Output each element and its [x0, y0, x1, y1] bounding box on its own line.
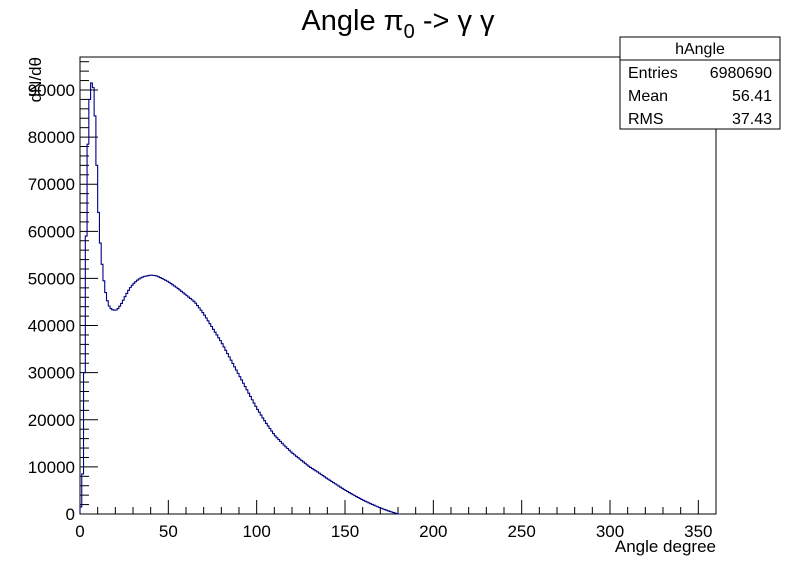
y-tick-label: 40000 — [28, 317, 75, 336]
x-tick-label: 250 — [507, 522, 535, 541]
y-tick-label: 10000 — [28, 458, 75, 477]
stats-label-entries: Entries — [628, 65, 678, 82]
x-tick-label: 0 — [75, 522, 84, 541]
x-tick-label: 100 — [242, 522, 270, 541]
x-tick-label: 150 — [331, 522, 359, 541]
y-tick-label: 20000 — [28, 411, 75, 430]
y-tick-label: 90000 — [28, 81, 75, 100]
y-tick-label: 50000 — [28, 269, 75, 288]
histogram-line — [79, 82, 400, 515]
y-tick-label: 60000 — [28, 222, 75, 241]
stats-title: hAngle — [675, 41, 725, 58]
y-tick-label: 70000 — [28, 175, 75, 194]
x-axis-ticks: 0 50 100 150 200 250 300 350 — [75, 500, 717, 541]
stats-box: hAngle Entries 6980690 Mean 56.41 RMS 37… — [619, 36, 781, 130]
stats-value-entries: 6980690 — [710, 65, 772, 82]
title-rest: -> γ γ — [415, 5, 495, 37]
x-tick-label: 200 — [419, 522, 447, 541]
x-axis-label: Angle degree — [615, 537, 716, 556]
chart-title: Angle π0 -> γ γ — [301, 5, 495, 43]
y-tick-label: 30000 — [28, 364, 75, 383]
x-tick-label: 350 — [684, 522, 712, 541]
stats-value-rms: 37.43 — [732, 111, 772, 128]
stats-value-mean: 56.41 — [732, 88, 772, 105]
y-tick-label: 80000 — [28, 128, 75, 147]
title-main: Angle π — [301, 5, 403, 37]
y-tick-label: 0 — [66, 505, 75, 524]
title-subscript: 0 — [404, 21, 415, 43]
y-axis-label: dN/dθ — [26, 57, 45, 102]
x-tick-label: 300 — [596, 522, 624, 541]
stats-label-mean: Mean — [628, 88, 668, 105]
y-axis-ticks: 0 10000 20000 30000 40000 50000 60000 70000 8000… — [28, 61, 98, 524]
stats-label-rms: RMS — [628, 111, 664, 128]
x-tick-label: 50 — [159, 522, 178, 541]
